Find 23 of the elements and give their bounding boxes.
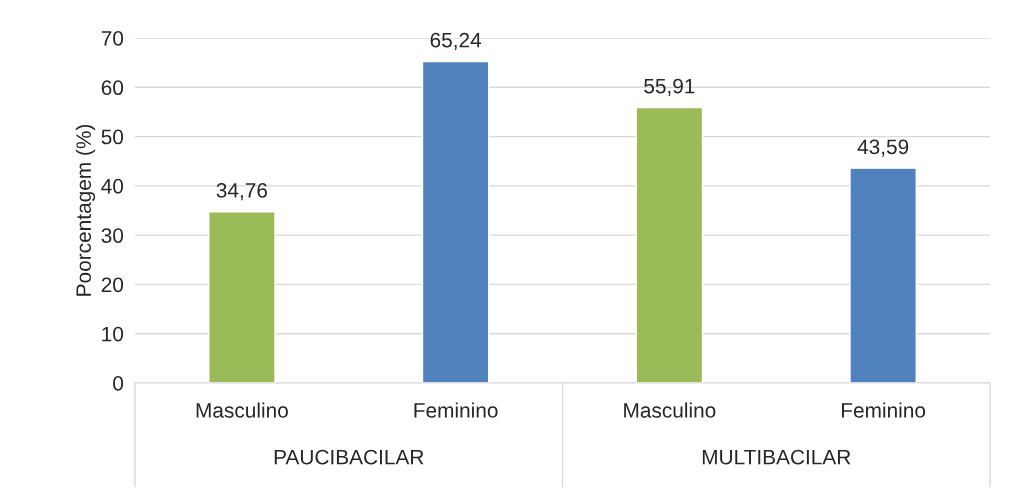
bar — [635, 106, 704, 383]
bar — [849, 167, 917, 383]
y-tick-label: 70 — [101, 31, 124, 46]
x-tick-label: Feminino — [842, 402, 926, 418]
data-label: 65,24 — [430, 32, 482, 50]
y-axis-title: Poorcentagem (%) — [75, 124, 96, 296]
data-label: 43,59 — [857, 139, 909, 157]
x-tick-label: Masculino — [624, 402, 716, 418]
y-tick-label: 60 — [101, 80, 124, 96]
text: PAUCIBACILAR — [274, 449, 424, 465]
x-tick-label: Masculino — [196, 402, 288, 418]
y-tick-label: 10 — [102, 326, 124, 342]
y-tick-label: 30 — [101, 228, 124, 243]
y-tick-label: 0 — [113, 376, 124, 391]
y-tick-label: 20 — [101, 277, 124, 293]
text: MULTIBACILAR — [702, 449, 851, 465]
data-label: 55,91 — [644, 78, 695, 96]
bar — [208, 210, 276, 383]
y-tick-label: 40 — [101, 178, 124, 194]
y-tick-label: 50 — [101, 129, 124, 145]
data-label: 34,76 — [216, 182, 268, 201]
bar — [421, 60, 490, 383]
x-tick-label: Feminino — [414, 402, 498, 418]
